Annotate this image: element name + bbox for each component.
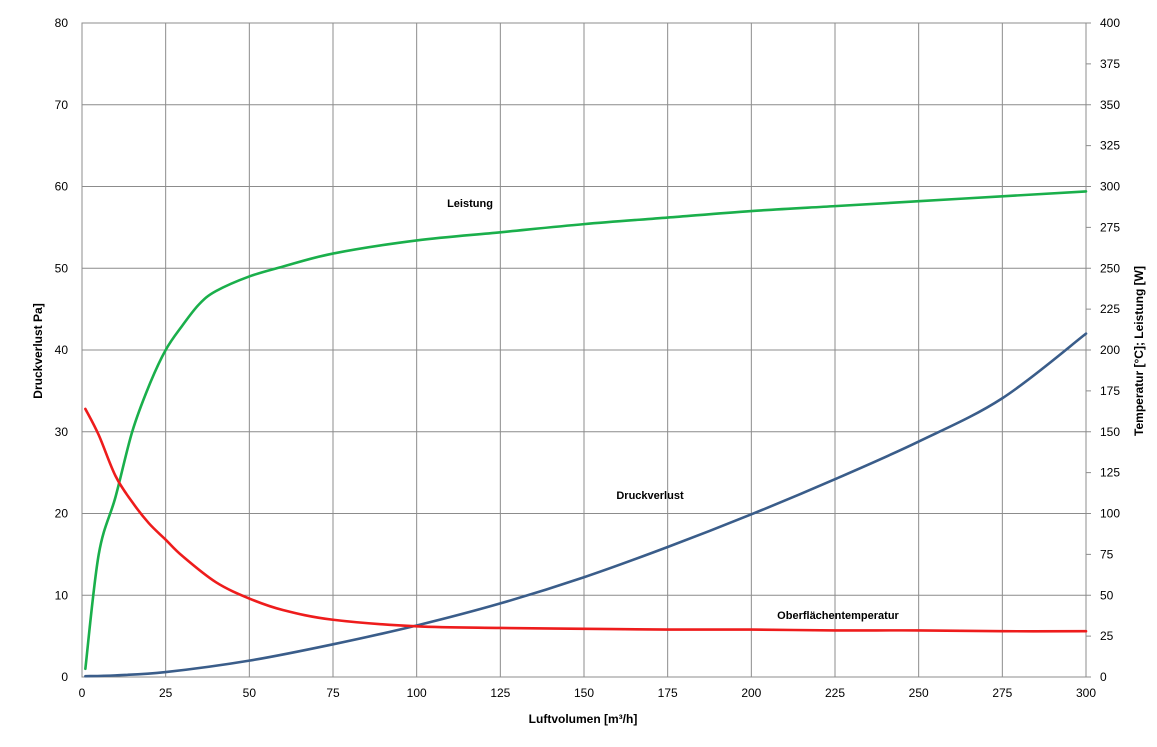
series-annotation: Druckverlust <box>616 490 684 502</box>
x-tick-label: 125 <box>490 686 510 700</box>
y-tick-label: 70 <box>55 98 69 112</box>
series-annotation: Leistung <box>447 198 493 210</box>
y2-tick-label: 100 <box>1100 507 1120 521</box>
y-tick-label: 20 <box>55 507 69 521</box>
x-tick-label: 50 <box>243 686 257 700</box>
y2-tick-label: 0 <box>1100 670 1107 684</box>
x-tick-label: 225 <box>825 686 845 700</box>
y2-tick-label: 225 <box>1100 302 1120 316</box>
series-labels: Leistung Druckverlust Oberflächentemperatu… <box>447 198 899 622</box>
y2-axis-title: Temperatur [°C]; Leistung [W] <box>1132 266 1146 436</box>
y2-tick-label: 325 <box>1100 139 1120 153</box>
y-tick-label: 10 <box>55 588 69 602</box>
y-tick-labels: 0 10 20 30 40 50 60 70 80 <box>55 16 69 684</box>
x-tick-label: 200 <box>741 686 761 700</box>
y2-tick-label: 250 <box>1100 261 1120 275</box>
series-line-1 <box>84 190 1088 671</box>
y2-tick-label: 200 <box>1100 343 1120 357</box>
y2-tick-labels: 0 25 50 75 100 125 150 175 200 225 250 275 300 325 350… <box>1085 16 1120 684</box>
x-tick-label: 250 <box>909 686 929 700</box>
x-tick-label: 275 <box>992 686 1012 700</box>
y2-tick-label: 375 <box>1100 57 1120 71</box>
series-annotation: Oberflächentemperatur <box>777 610 899 622</box>
y2-tick-label: 300 <box>1100 180 1120 194</box>
x-tick-label: 75 <box>326 686 340 700</box>
series-line-3 <box>84 407 1088 633</box>
y-tick-label: 60 <box>55 180 69 194</box>
y-tick-label: 80 <box>55 16 69 30</box>
y-tick-label: 40 <box>55 343 69 357</box>
y2-tick-label: 50 <box>1100 588 1114 602</box>
y-tick-label: 30 <box>55 425 69 439</box>
x-tick-label: 100 <box>407 686 427 700</box>
y2-tick-label: 125 <box>1100 466 1120 480</box>
y2-tick-label: 25 <box>1100 629 1114 643</box>
x-tick-labels: 0 25 50 75 100 125 150 175 200 225 250 275 300 <box>79 686 1097 700</box>
x-axis-title: Luftvolumen [m³/h] <box>529 712 638 726</box>
y-tick-label: 50 <box>55 261 69 275</box>
x-tick-label: 300 <box>1076 686 1096 700</box>
x-tick-label: 150 <box>574 686 594 700</box>
x-tick-label: 175 <box>658 686 678 700</box>
y2-tick-label: 275 <box>1100 220 1120 234</box>
y-tick-label: 0 <box>61 670 68 684</box>
y2-tick-label: 175 <box>1100 384 1120 398</box>
y2-tick-label: 150 <box>1100 425 1120 439</box>
y-axis-title: Druckverlust Pa] <box>31 303 45 398</box>
x-tick-label: 0 <box>79 686 86 700</box>
x-tick-label: 25 <box>159 686 173 700</box>
y2-tick-label: 350 <box>1100 98 1120 112</box>
y2-tick-label: 400 <box>1100 16 1120 30</box>
series-lines <box>84 190 1088 678</box>
y2-tick-label: 75 <box>1100 547 1114 561</box>
series-line-2 <box>84 332 1088 678</box>
